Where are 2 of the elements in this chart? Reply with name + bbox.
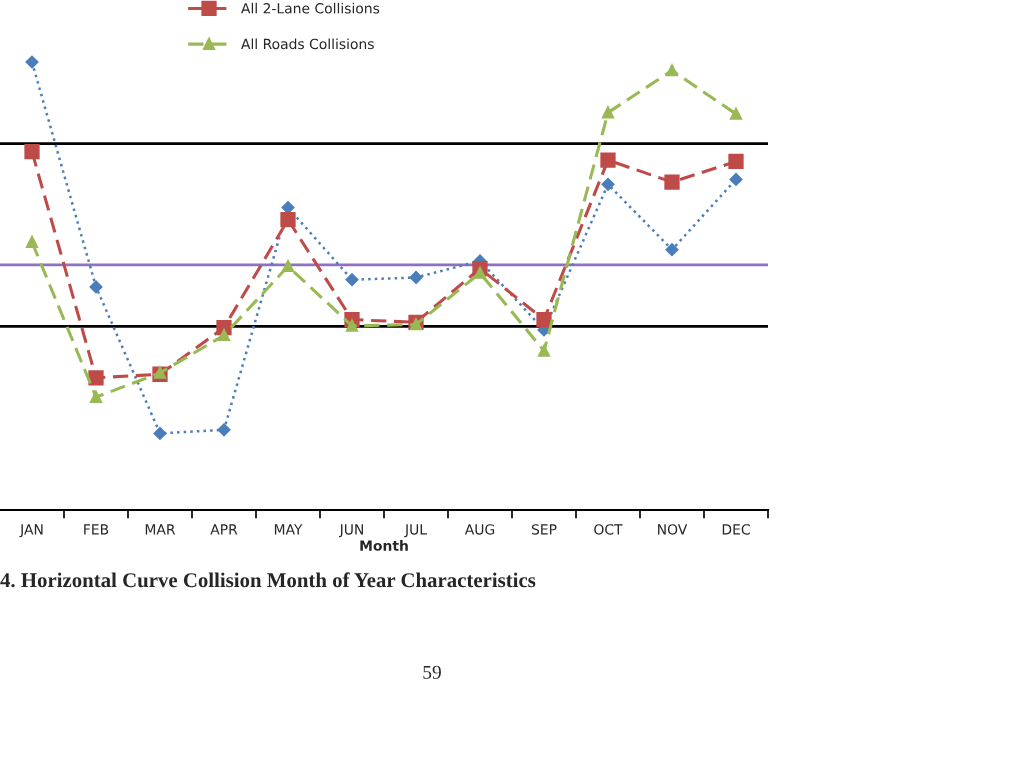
text: 4. Horizontal Curve Collision Month of Year Characteristics: [0, 572, 536, 588]
text: 59: [423, 665, 441, 679]
